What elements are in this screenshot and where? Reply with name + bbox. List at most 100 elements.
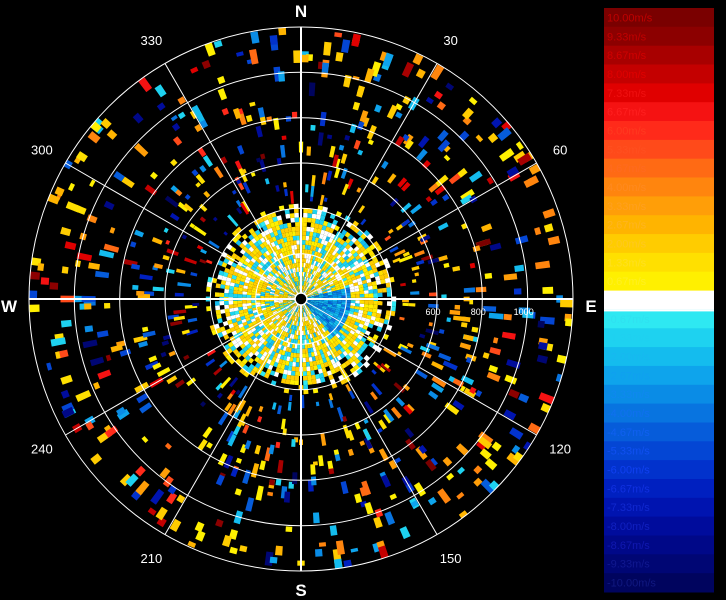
echo-cell-core xyxy=(303,267,306,272)
echo-cell-core xyxy=(254,345,260,351)
legend-swatch xyxy=(604,573,714,593)
echo-cell-scatter xyxy=(156,102,166,111)
echo-cell-core xyxy=(292,231,296,237)
echo-cell-core xyxy=(350,294,356,298)
legend-label: -6.00m/s xyxy=(607,465,650,477)
echo-cell-scatter xyxy=(361,480,372,496)
echo-cell-core xyxy=(306,305,310,310)
echo-cell-core xyxy=(351,276,357,281)
echo-cell-core xyxy=(316,340,321,346)
echo-cell-core xyxy=(334,241,340,247)
echo-cell-core xyxy=(294,330,297,335)
echo-cell-core xyxy=(318,293,324,296)
echo-cell-core xyxy=(355,300,360,304)
echo-cell-core xyxy=(305,258,309,264)
echo-cell-core xyxy=(304,348,309,354)
echo-cell-scatter xyxy=(416,259,425,266)
echo-cell-core xyxy=(321,210,327,217)
echo-cell-core xyxy=(319,324,324,329)
echo-cell-core xyxy=(259,355,266,361)
echo-cell-core xyxy=(295,253,298,259)
echo-cell-core xyxy=(302,357,306,363)
echo-cell-core xyxy=(296,276,299,282)
echo-cell-scatter xyxy=(29,290,38,299)
echo-cell-scatter xyxy=(410,291,420,295)
echo-cell-core xyxy=(336,243,343,249)
echo-cell-core xyxy=(326,308,331,312)
range-label-600: 600 xyxy=(425,307,440,317)
echo-cell-core xyxy=(356,277,362,283)
echo-cell-core xyxy=(277,323,282,328)
echo-cell-scatter xyxy=(100,118,112,129)
echo-cell-core xyxy=(290,268,294,274)
echo-cell-core xyxy=(327,232,333,238)
echo-cell-core xyxy=(317,224,323,230)
echo-cell-core xyxy=(229,285,235,291)
echo-cell-core xyxy=(359,246,366,253)
echo-cell-core xyxy=(318,294,324,297)
echo-cell-core xyxy=(266,285,272,289)
echo-cell-core xyxy=(285,312,290,317)
echo-cell-core xyxy=(304,244,309,250)
echo-cell-core xyxy=(348,240,354,247)
echo-cell-scatter xyxy=(231,189,237,195)
echo-cell-core xyxy=(345,237,352,244)
echo-cell-core xyxy=(322,342,327,349)
echo-cell-scatter xyxy=(130,263,141,270)
echo-cell-core xyxy=(327,293,333,296)
echo-cell-core xyxy=(265,244,271,251)
echo-cell-core xyxy=(295,325,298,331)
echo-cell-scatter xyxy=(347,429,355,441)
echo-cell-core xyxy=(334,366,340,373)
echo-cell-scatter xyxy=(389,493,397,501)
echo-cell-scatter xyxy=(310,124,316,131)
echo-cell-core xyxy=(346,275,352,280)
echo-cell-core xyxy=(358,287,364,292)
echo-cell-core xyxy=(318,252,323,259)
echo-cell-scatter xyxy=(134,143,149,157)
echo-cell-scatter xyxy=(341,183,349,196)
echo-cell-scatter xyxy=(313,512,320,524)
echo-cell-core xyxy=(341,295,347,298)
echo-cell-scatter xyxy=(306,146,312,156)
echo-cell-core xyxy=(290,329,294,335)
echo-cell-core xyxy=(362,249,369,256)
echo-cell-core xyxy=(254,229,261,236)
echo-cell-core xyxy=(313,303,319,306)
echo-cell-core xyxy=(306,226,311,232)
echo-cell-core xyxy=(332,219,339,226)
echo-cell-core xyxy=(289,379,295,385)
echo-cell-core xyxy=(322,291,328,294)
echo-cell-core xyxy=(337,301,342,305)
echo-cell-scatter xyxy=(212,216,218,222)
echo-cell-core xyxy=(375,313,382,318)
echo-cell-scatter xyxy=(219,376,232,389)
echo-cell-core xyxy=(312,246,317,252)
echo-cell-scatter xyxy=(383,408,395,422)
echo-cell-scatter xyxy=(89,356,105,367)
echo-cell-core xyxy=(259,370,266,377)
echo-cell-scatter xyxy=(310,185,315,197)
echo-cell-scatter xyxy=(342,416,348,422)
echo-cell-core xyxy=(290,310,294,315)
echo-cell-scatter xyxy=(449,309,461,316)
echo-cell-core xyxy=(285,379,291,385)
echo-cell-core xyxy=(292,263,296,269)
echo-cell-core xyxy=(206,286,212,292)
echo-cell-scatter xyxy=(236,207,243,215)
echo-cell-core xyxy=(294,263,297,268)
echo-cell-core xyxy=(342,279,348,284)
echo-cell-core xyxy=(359,345,366,352)
echo-cell-scatter xyxy=(156,367,171,378)
echo-cell-core xyxy=(334,273,340,278)
echo-cell-core xyxy=(305,352,309,358)
echo-cell-core xyxy=(314,223,319,229)
echo-cell-core xyxy=(243,340,250,347)
echo-cell-scatter xyxy=(259,116,267,126)
echo-cell-core xyxy=(333,264,339,270)
echo-cell-core xyxy=(285,260,289,266)
echo-cell-core xyxy=(329,338,335,344)
echo-cell-core xyxy=(301,335,305,340)
echo-cell-core xyxy=(304,321,306,326)
echo-cell-core xyxy=(266,317,272,323)
